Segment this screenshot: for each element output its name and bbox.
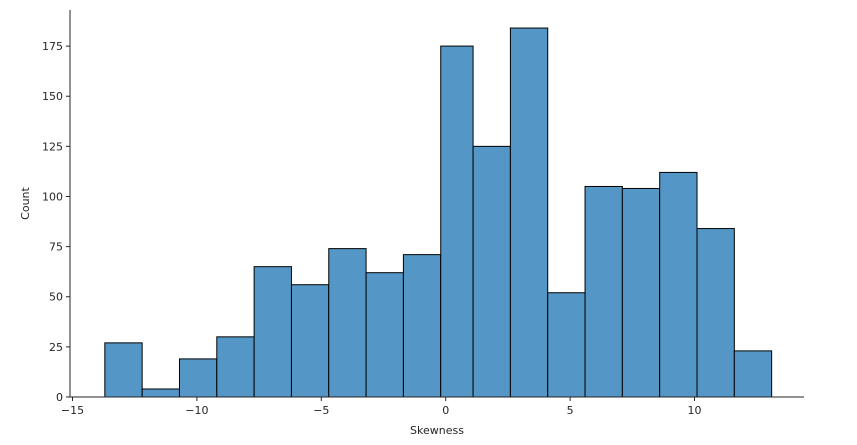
histogram-bar <box>141 388 180 398</box>
x-tick-label: −15 <box>61 404 84 417</box>
x-ticks: −15 −10 −5 0 5 10 <box>61 397 702 417</box>
histogram-bar <box>621 187 661 398</box>
x-tick-label: 10 <box>688 404 702 417</box>
x-tick-label: 0 <box>442 404 449 417</box>
histogram-bar <box>216 336 255 398</box>
y-tick-label: 175 <box>42 40 63 53</box>
histogram-bar <box>328 248 367 398</box>
x-tick-label: −5 <box>313 404 329 417</box>
y-tick-label: 100 <box>42 190 63 203</box>
histogram-bar <box>402 254 442 398</box>
histogram-bar <box>584 185 623 398</box>
histogram-bar <box>659 171 698 398</box>
y-axis-label: Count <box>19 186 32 219</box>
y-tick-label: 150 <box>42 90 63 103</box>
histogram-bar <box>440 45 474 398</box>
histogram-bar <box>178 358 218 398</box>
y-tick-label: 50 <box>49 291 63 304</box>
histogram-bar <box>472 145 511 398</box>
y-tick-label: 25 <box>49 341 63 354</box>
histogram-bar <box>547 292 586 398</box>
y-tick-label: 0 <box>56 391 63 404</box>
histogram-bar <box>696 228 735 398</box>
y-tick-label: 75 <box>49 241 63 254</box>
histogram-bar <box>509 27 549 398</box>
histogram-bar <box>104 342 143 398</box>
histogram-bar <box>290 284 330 398</box>
y-ticks: 0 25 50 75 100 125 150 175 <box>42 40 70 404</box>
bars-layer <box>104 27 773 398</box>
y-tick-label: 125 <box>42 140 63 153</box>
histogram-bar <box>365 272 404 398</box>
histogram-bar <box>733 350 773 398</box>
x-axis-label: Skewness <box>410 424 464 437</box>
x-tick-label: 5 <box>567 404 574 417</box>
histogram-bar <box>253 266 292 398</box>
x-tick-label: −10 <box>185 404 208 417</box>
